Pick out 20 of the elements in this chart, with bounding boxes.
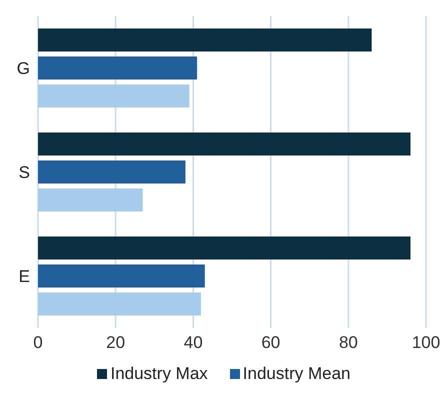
y-tick-label: E <box>18 267 30 286</box>
x-tick-label: 80 <box>338 333 358 352</box>
y-tick-label: G <box>16 59 30 78</box>
bar <box>38 264 205 288</box>
x-tick-label: 40 <box>184 333 203 352</box>
x-tick-label: 20 <box>106 333 126 352</box>
bar <box>38 28 372 52</box>
bar <box>38 56 198 80</box>
bar <box>38 236 410 260</box>
legend-label: Industry Max <box>110 364 208 384</box>
x-tick-label: 100 <box>412 333 440 352</box>
bar <box>38 160 186 184</box>
x-tick-label: 60 <box>261 333 280 352</box>
bar <box>38 292 201 316</box>
y-tick-label: S <box>18 163 30 182</box>
bar <box>38 188 143 212</box>
legend-label: Industry Mean <box>242 364 351 384</box>
x-tick-label: 0 <box>33 333 43 352</box>
bar <box>38 132 410 156</box>
bar <box>38 84 190 108</box>
